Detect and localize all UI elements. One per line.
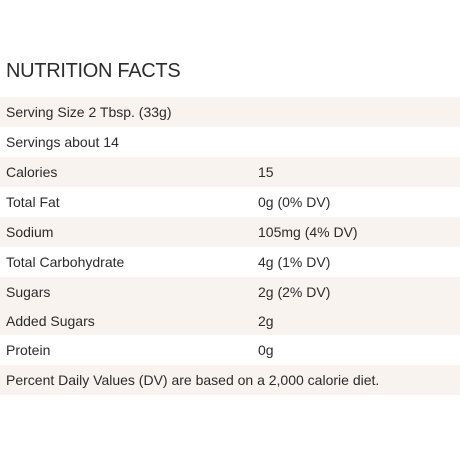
servings-text: Servings about 14 (6, 134, 119, 150)
nutrient-label: Total Carbohydrate (6, 254, 125, 270)
nutrient-label: Added Sugars (6, 313, 95, 329)
serving-size-row: Serving Size 2 Tbsp. (33g) (0, 97, 460, 127)
nutrient-row-sugars: Sugars 2g (2% DV) (0, 277, 460, 307)
servings-row: Servings about 14 (0, 127, 460, 157)
nutrient-row-added-sugars: Added Sugars 2g (0, 307, 460, 335)
nutrient-value: 15 (258, 164, 274, 180)
serving-size-text: Serving Size 2 Tbsp. (33g) (6, 104, 172, 120)
page-title: NUTRITION FACTS (6, 60, 181, 82)
nutrient-label: Sugars (6, 284, 51, 300)
nutrient-row-calories: Calories 15 (0, 157, 460, 187)
nutrient-value: 0g (258, 342, 274, 358)
nutrient-value: 2g (2% DV) (258, 284, 331, 300)
nutrient-value: 4g (1% DV) (258, 254, 331, 270)
footnote-text: Percent Daily Values (DV) are based on a… (6, 372, 380, 388)
nutrient-row-protein: Protein 0g (0, 335, 460, 365)
nutrient-row-total-carbohydrate: Total Carbohydrate 4g (1% DV) (0, 247, 460, 277)
nutrient-label: Sodium (6, 224, 54, 240)
nutrient-label: Calories (6, 164, 58, 180)
nutrient-value: 105mg (4% DV) (258, 224, 358, 240)
nutrient-row-sodium: Sodium 105mg (4% DV) (0, 217, 460, 247)
nutrient-label: Total Fat (6, 194, 60, 210)
nutrient-row-total-fat: Total Fat 0g (0% DV) (0, 187, 460, 217)
nutrient-value: 0g (0% DV) (258, 194, 331, 210)
footnote-row: Percent Daily Values (DV) are based on a… (0, 365, 460, 395)
nutrient-label: Protein (6, 342, 51, 358)
nutrient-value: 2g (258, 313, 274, 329)
nutrition-table: Serving Size 2 Tbsp. (33g) Servings abou… (0, 97, 460, 395)
